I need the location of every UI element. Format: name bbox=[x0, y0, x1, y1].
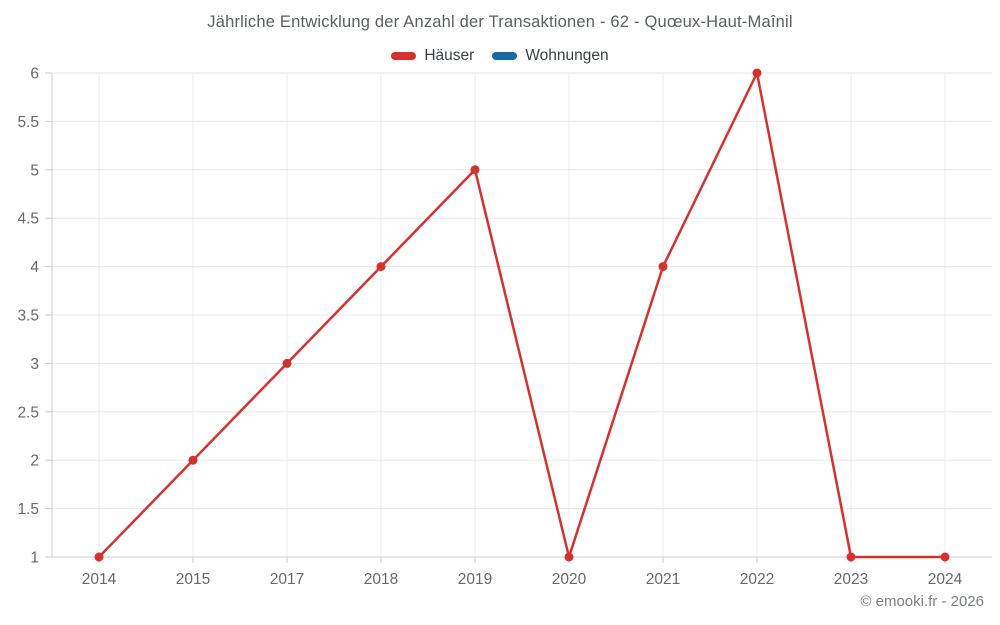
chart-title: Jährliche Entwicklung der Anzahl der Tra… bbox=[207, 13, 793, 31]
x-axis-label: 2015 bbox=[176, 571, 210, 588]
data-point[interactable] bbox=[188, 455, 198, 465]
x-axis-label: 2022 bbox=[740, 571, 774, 588]
copyright-attribution: © emooki.fr - 2026 bbox=[860, 593, 984, 610]
x-axis-label: 2021 bbox=[646, 571, 680, 588]
y-axis-label: 4.5 bbox=[17, 211, 39, 228]
legend: Häuser Wohnungen bbox=[0, 46, 1000, 66]
y-axis-label: 2 bbox=[30, 453, 39, 470]
legend-item-wohnungen[interactable]: Wohnungen bbox=[492, 47, 609, 65]
series-line-häuser bbox=[97, 71, 947, 559]
y-axis-label: 4 bbox=[30, 259, 39, 276]
x-axis-label: 2018 bbox=[364, 571, 398, 588]
data-point[interactable] bbox=[940, 552, 950, 562]
x-axis-label: 2024 bbox=[928, 571, 963, 588]
data-point[interactable] bbox=[846, 552, 856, 562]
y-axis-label: 2.5 bbox=[17, 404, 39, 421]
data-point[interactable] bbox=[564, 552, 574, 562]
y-axis-label: 1 bbox=[30, 550, 39, 567]
data-point[interactable] bbox=[658, 262, 668, 272]
x-axis-label: 2020 bbox=[552, 571, 587, 588]
legend-item-haeuser[interactable]: Häuser bbox=[391, 47, 474, 65]
data-point[interactable] bbox=[94, 552, 104, 562]
legend-swatch-wohnungen bbox=[492, 52, 518, 60]
data-point[interactable] bbox=[376, 262, 386, 272]
y-axis-label: 3 bbox=[30, 356, 39, 373]
data-point[interactable] bbox=[752, 68, 762, 78]
data-point[interactable] bbox=[282, 358, 292, 368]
legend-swatch-haeuser bbox=[391, 52, 417, 60]
x-axis-label: 2017 bbox=[270, 571, 304, 588]
x-axis-label: 2019 bbox=[458, 571, 492, 588]
y-axis-label: 6 bbox=[30, 66, 39, 83]
y-axis-label: 5.5 bbox=[17, 114, 39, 131]
legend-label-wohnungen: Wohnungen bbox=[525, 47, 609, 64]
y-axis-label: 3.5 bbox=[17, 308, 39, 325]
y-axis-label: 1.5 bbox=[17, 501, 39, 518]
x-axis-label: 2023 bbox=[834, 571, 868, 588]
y-axis-label: 5 bbox=[30, 162, 39, 179]
legend-label-haeuser: Häuser bbox=[424, 47, 475, 64]
x-axis-label: 2014 bbox=[82, 571, 117, 588]
data-point[interactable] bbox=[470, 165, 480, 175]
